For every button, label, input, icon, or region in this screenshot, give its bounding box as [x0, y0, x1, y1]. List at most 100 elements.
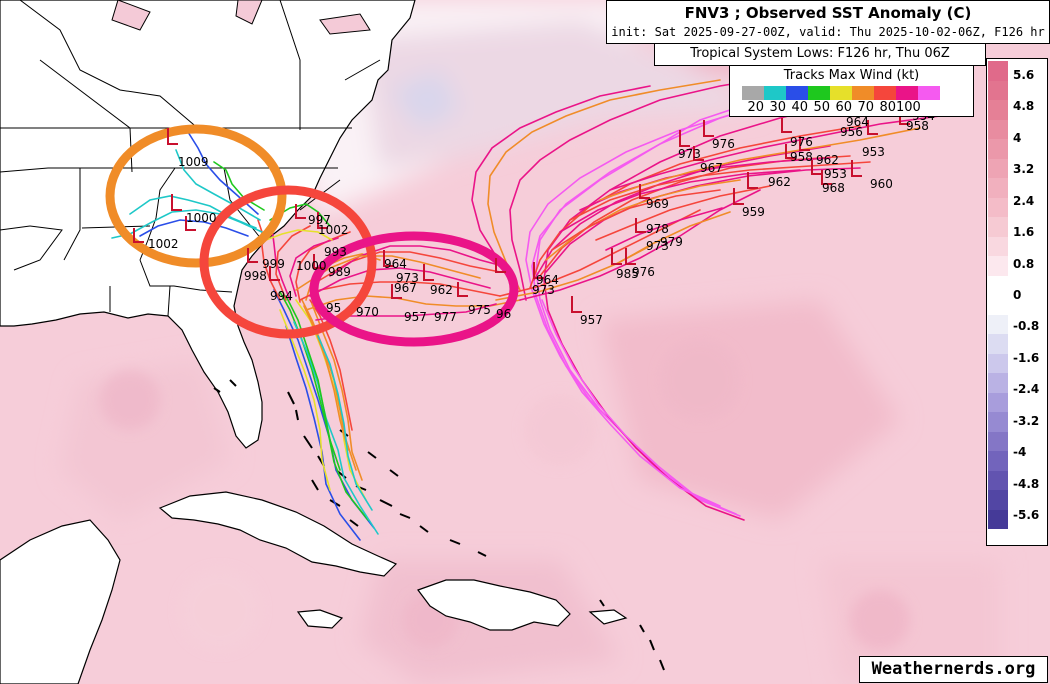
pressure-label: 976 — [790, 135, 813, 149]
sst-tick-label: 3.2 — [1013, 162, 1035, 177]
low-marker — [383, 250, 394, 267]
highlight-ellipses — [105, 124, 519, 347]
wind-swatch — [742, 86, 764, 100]
map-title: FNV3 ; Observed SST Anomaly (C) — [684, 4, 972, 22]
sst-swatch — [988, 217, 1008, 237]
pressure-labels: 1009 1002 1000 997 1002 993 1000 998 999… — [148, 109, 935, 327]
wind-legend-ticks: 20 30 40 50 60 70 80 100 — [742, 100, 920, 115]
pressure-label: 989 — [328, 265, 351, 279]
lows-box: Tropical System Lows: F126 hr, Thu 06Z — [654, 43, 986, 66]
pressure-label: 1002 — [148, 237, 179, 251]
pressure-label: 985 — [616, 267, 639, 281]
track — [609, 115, 941, 191]
track — [499, 209, 701, 297]
pressure-label: 1000 — [296, 259, 327, 273]
low-marker — [391, 284, 402, 299]
sst-swatch — [988, 451, 1008, 471]
pressure-label: 962 — [816, 153, 839, 167]
track — [559, 169, 801, 233]
sst-swatch — [988, 197, 1008, 217]
sst-swatch — [988, 392, 1008, 412]
pressure-label: 962 — [768, 175, 791, 189]
track — [285, 325, 361, 541]
low-marker — [785, 144, 796, 159]
sst-colorbar-bar — [988, 61, 1008, 529]
low-marker — [133, 228, 144, 243]
track — [519, 189, 761, 301]
track — [279, 291, 369, 521]
wind-swatch — [896, 86, 918, 100]
low-marker — [679, 130, 690, 147]
pressure-label: 1002 — [318, 223, 349, 237]
low-marker — [733, 188, 744, 205]
land-bahamas — [213, 379, 665, 671]
track — [129, 195, 257, 229]
track — [533, 145, 831, 281]
track — [273, 289, 375, 529]
track — [305, 295, 521, 311]
wind-swatch — [918, 86, 940, 100]
low-marker — [295, 204, 306, 219]
pressure-label: 953 — [862, 145, 885, 159]
ellipse-orange — [105, 124, 287, 268]
sst-swatch — [988, 470, 1008, 490]
pressure-label: 997 — [308, 213, 331, 227]
track — [295, 231, 351, 303]
track — [279, 309, 331, 491]
wind-legend-title: Tracks Max Wind (kt) — [783, 68, 920, 83]
pressure-label: 973 — [532, 283, 555, 297]
wind-swatch — [786, 86, 808, 100]
pressure-label: 973 — [678, 147, 701, 161]
sst-swatch — [988, 353, 1008, 373]
pressure-label: 962 — [430, 283, 453, 297]
low-markers — [133, 110, 910, 313]
sst-swatch — [988, 373, 1008, 393]
wind-tick-label: 80 — [879, 100, 896, 115]
low-marker — [867, 120, 878, 135]
land-north-america — [0, 0, 416, 449]
wind-tick-label: 30 — [769, 100, 786, 115]
pressure-label: 993 — [324, 245, 347, 259]
sst-swatch — [988, 334, 1008, 354]
pressure-label: 968 — [822, 181, 845, 195]
wind-tick-label: 70 — [857, 100, 874, 115]
track — [543, 89, 901, 521]
track — [525, 111, 741, 507]
map-subtitle: init: Sat 2025-09-27-00Z, valid: Thu 202… — [611, 25, 1045, 39]
pressure-label: 994 — [270, 289, 293, 303]
wind-swatch — [830, 86, 852, 100]
wind-swatch — [808, 86, 830, 100]
low-marker — [693, 146, 704, 161]
sst-swatch — [988, 412, 1008, 432]
wind-tick-label: 60 — [835, 100, 852, 115]
pressure-label: 95 — [326, 301, 341, 315]
pressure-label: 964 — [536, 273, 559, 287]
sst-tick-label: 1.6 — [1013, 225, 1035, 240]
ellipse-red — [199, 185, 377, 339]
pressure-label: 957 — [580, 313, 603, 327]
track — [605, 207, 723, 251]
track — [595, 185, 771, 241]
pressure-label: 956 — [840, 125, 863, 139]
pressure-label: 967 — [700, 161, 723, 175]
pressure-label: 960 — [870, 177, 893, 191]
low-marker — [799, 136, 810, 151]
track — [509, 75, 781, 301]
sst-tick-label: -1.6 — [1013, 350, 1040, 365]
track — [293, 321, 379, 535]
wind-tick-label: 50 — [813, 100, 830, 115]
pressure-label: 953 — [824, 167, 847, 181]
sst-tick-label: -4 — [1013, 445, 1027, 460]
wind-tick-label: 20 — [747, 100, 764, 115]
track — [317, 335, 373, 511]
low-marker — [167, 128, 178, 145]
sst-swatch — [988, 509, 1008, 529]
low-marker — [269, 266, 280, 281]
sst-swatch — [988, 295, 1008, 315]
sst-swatch — [988, 61, 1008, 81]
sst-swatch — [988, 275, 1008, 295]
pressure-label: 975 — [468, 303, 491, 317]
low-marker — [747, 172, 758, 189]
pressure-label: 973 — [646, 239, 669, 253]
pressure-label: 964 — [846, 115, 869, 129]
